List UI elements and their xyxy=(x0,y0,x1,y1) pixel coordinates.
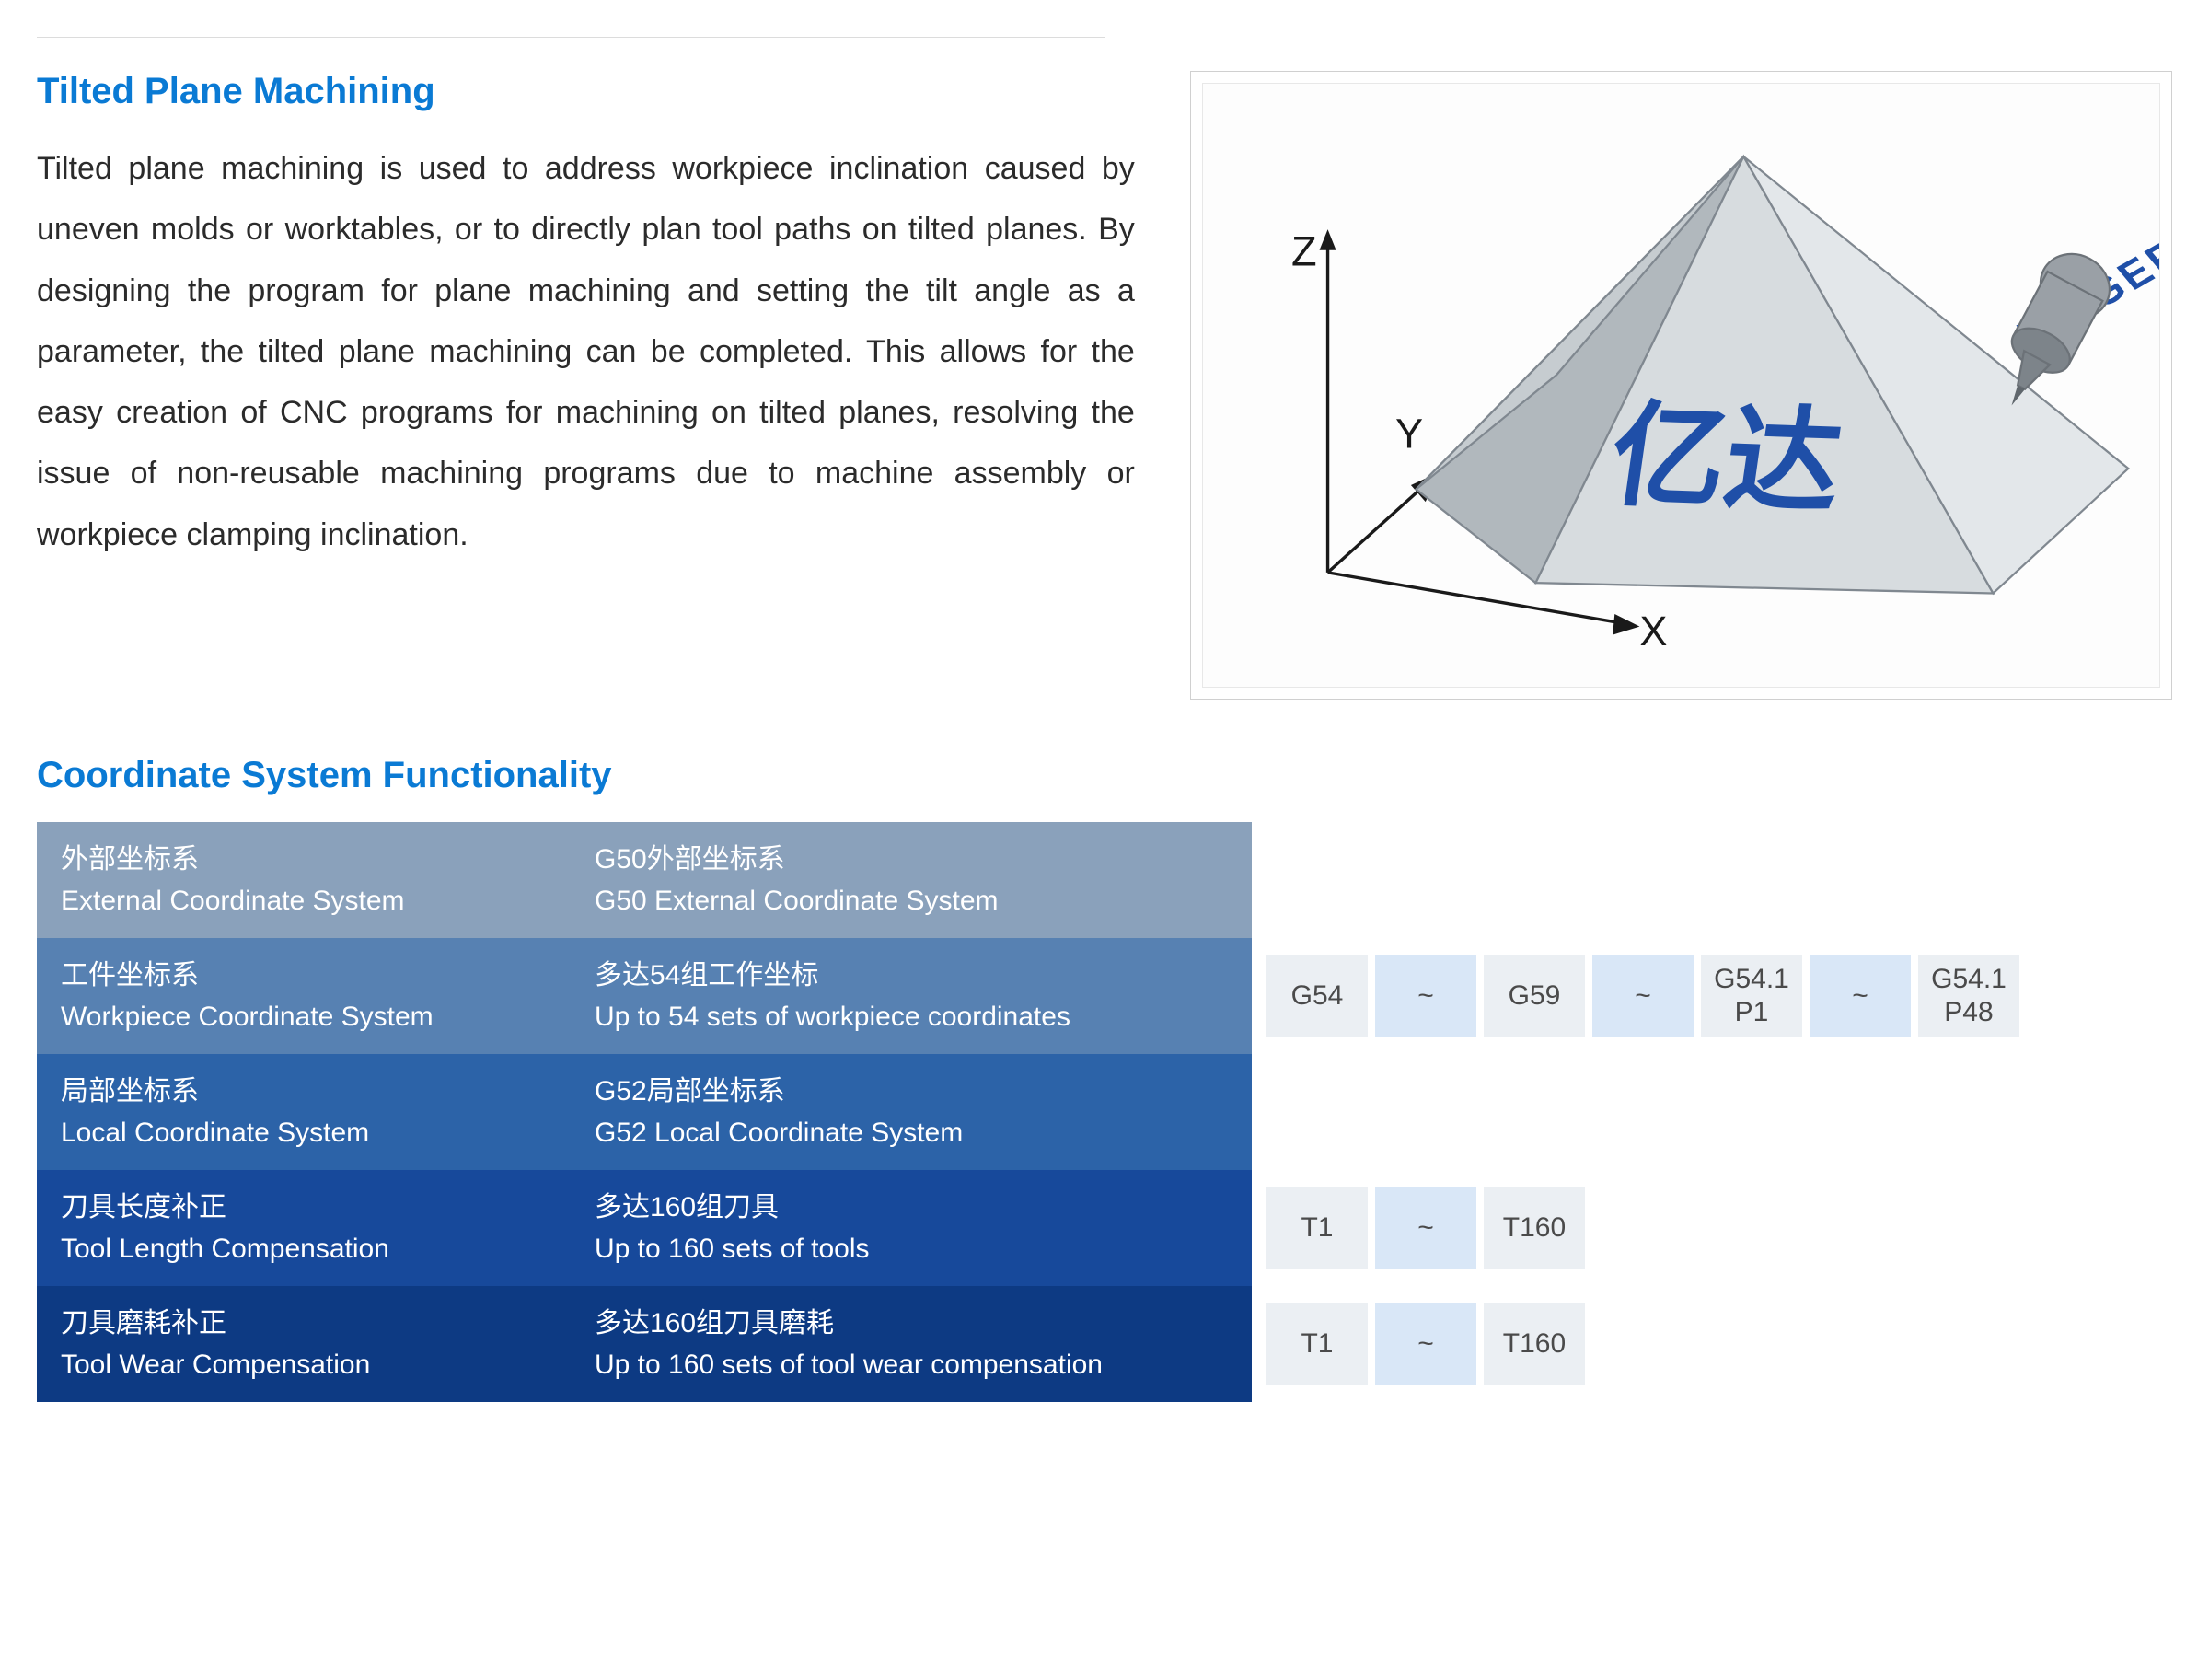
pyramid-face-text: 亿达 xyxy=(1602,392,1849,527)
row-desc-cell: 多达160组刀具磨耗Up to 160 sets of tool wear co… xyxy=(571,1286,1252,1402)
section-title-coord: Coordinate System Functionality xyxy=(37,755,2172,796)
chip-line1: G59 xyxy=(1509,979,1561,1013)
row-label-cell: 外部坐标系External Coordinate System xyxy=(37,822,571,938)
chip-line1: T1 xyxy=(1301,1211,1333,1245)
row-label-en: Local Coordinate System xyxy=(61,1112,547,1153)
code-chip: T1 xyxy=(1266,1303,1368,1385)
table-row: 工件坐标系Workpiece Coordinate System多达54组工作坐… xyxy=(37,938,2172,1054)
code-chip: ~ xyxy=(1592,955,1694,1037)
row-label-cn: 刀具磨耗补正 xyxy=(61,1303,547,1344)
row-desc-en: Up to 160 sets of tool wear compensation xyxy=(595,1344,1228,1385)
table-row: 刀具长度补正Tool Length Compensation多达160组刀具Up… xyxy=(37,1170,2172,1286)
chip-line1: ~ xyxy=(1417,1327,1434,1361)
row-desc-cn: G52局部坐标系 xyxy=(595,1071,1228,1112)
row-desc-cell: 多达160组刀具Up to 160 sets of tools xyxy=(571,1170,1252,1286)
tilted-plane-diagram: Z Y X 亿达 FINGER xyxy=(1202,83,2160,688)
row-desc-en: Up to 54 sets of workpiece coordinates xyxy=(595,996,1228,1037)
row-desc-en: Up to 160 sets of tools xyxy=(595,1228,1228,1269)
row-label-cell: 局部坐标系Local Coordinate System xyxy=(37,1054,571,1170)
row-label-en: Workpiece Coordinate System xyxy=(61,996,547,1037)
row-label-cell: 刀具长度补正Tool Length Compensation xyxy=(37,1170,571,1286)
table-row: 局部坐标系Local Coordinate SystemG52局部坐标系G52 … xyxy=(37,1054,2172,1170)
row-label-cn: 刀具长度补正 xyxy=(61,1187,547,1228)
row-desc-cell: 多达54组工作坐标Up to 54 sets of workpiece coor… xyxy=(571,938,1252,1054)
row-desc-en: G50 External Coordinate System xyxy=(595,880,1228,921)
table-row: 外部坐标系External Coordinate SystemG50外部坐标系G… xyxy=(37,822,2172,938)
chip-row: G54~G59~G54.1P1~G54.1P48 xyxy=(1252,938,2019,1054)
row-label-en: Tool Wear Compensation xyxy=(61,1344,547,1385)
row-label-en: Tool Length Compensation xyxy=(61,1228,547,1269)
axis-z-label: Z xyxy=(1291,228,1317,275)
chip-line1: T160 xyxy=(1503,1211,1566,1245)
section-body-tilted: Tilted plane machining is used to addres… xyxy=(37,138,1135,565)
code-chip: ~ xyxy=(1810,955,1911,1037)
chip-line1: G54 xyxy=(1291,979,1344,1013)
code-chip: ~ xyxy=(1375,1187,1476,1269)
row-label-cn: 局部坐标系 xyxy=(61,1071,547,1112)
code-chip: T160 xyxy=(1484,1187,1585,1269)
row-label-cell: 工件坐标系Workpiece Coordinate System xyxy=(37,938,571,1054)
code-chip: G59 xyxy=(1484,955,1585,1037)
top-divider xyxy=(37,37,1104,38)
chip-line1: ~ xyxy=(1417,979,1434,1013)
chip-line1: T160 xyxy=(1503,1327,1566,1361)
code-chip: T160 xyxy=(1484,1303,1585,1385)
row-desc-cn: 多达54组工作坐标 xyxy=(595,955,1228,996)
row-label-cn: 工件坐标系 xyxy=(61,955,547,996)
text-column: Tilted Plane Machining Tilted plane mach… xyxy=(37,71,1135,565)
page-container: Tilted Plane Machining Tilted plane mach… xyxy=(37,37,2172,1402)
axis-x-label: X xyxy=(1639,608,1667,655)
section-title-tilted: Tilted Plane Machining xyxy=(37,71,1135,112)
row-desc-cell: G52局部坐标系G52 Local Coordinate System xyxy=(571,1054,1252,1170)
row-label-cn: 外部坐标系 xyxy=(61,839,547,880)
code-chip: G54.1P1 xyxy=(1701,955,1802,1037)
code-chip: ~ xyxy=(1375,1303,1476,1385)
axis-y-label: Y xyxy=(1395,410,1423,457)
row-desc-en: G52 Local Coordinate System xyxy=(595,1112,1228,1153)
code-chip: G54 xyxy=(1266,955,1368,1037)
chip-row: T1 ~ T160 xyxy=(1252,1286,1585,1402)
diagram-frame: Z Y X 亿达 FINGER xyxy=(1190,71,2172,700)
row-desc-cn: G50外部坐标系 xyxy=(595,839,1228,880)
chip-line2: P48 xyxy=(1944,996,1993,1029)
row-desc-cell: G50外部坐标系G50 External Coordinate System xyxy=(571,822,1252,938)
tilted-plane-section: Tilted Plane Machining Tilted plane mach… xyxy=(37,71,2172,700)
code-chip: ~ xyxy=(1375,955,1476,1037)
row-desc-cn: 多达160组刀具磨耗 xyxy=(595,1303,1228,1344)
code-chip: T1 xyxy=(1266,1187,1368,1269)
code-chip: G54.1P48 xyxy=(1918,955,2019,1037)
chip-line1: ~ xyxy=(1417,1211,1434,1245)
chip-line1: G54.1 xyxy=(1714,963,1789,996)
chip-line1: T1 xyxy=(1301,1327,1333,1361)
coordinate-table: 外部坐标系External Coordinate SystemG50外部坐标系G… xyxy=(37,822,2172,1402)
table-row: 刀具磨耗补正Tool Wear Compensation多达160组刀具磨耗Up… xyxy=(37,1286,2172,1402)
row-desc-cn: 多达160组刀具 xyxy=(595,1187,1228,1228)
chip-line1: ~ xyxy=(1635,979,1651,1013)
chip-line2: P1 xyxy=(1735,996,1769,1029)
row-label-cell: 刀具磨耗补正Tool Wear Compensation xyxy=(37,1286,571,1402)
row-label-en: External Coordinate System xyxy=(61,880,547,921)
chip-line1: ~ xyxy=(1852,979,1868,1013)
chip-row: T1 ~ T160 xyxy=(1252,1170,1585,1286)
chip-line1: G54.1 xyxy=(1931,963,2007,996)
